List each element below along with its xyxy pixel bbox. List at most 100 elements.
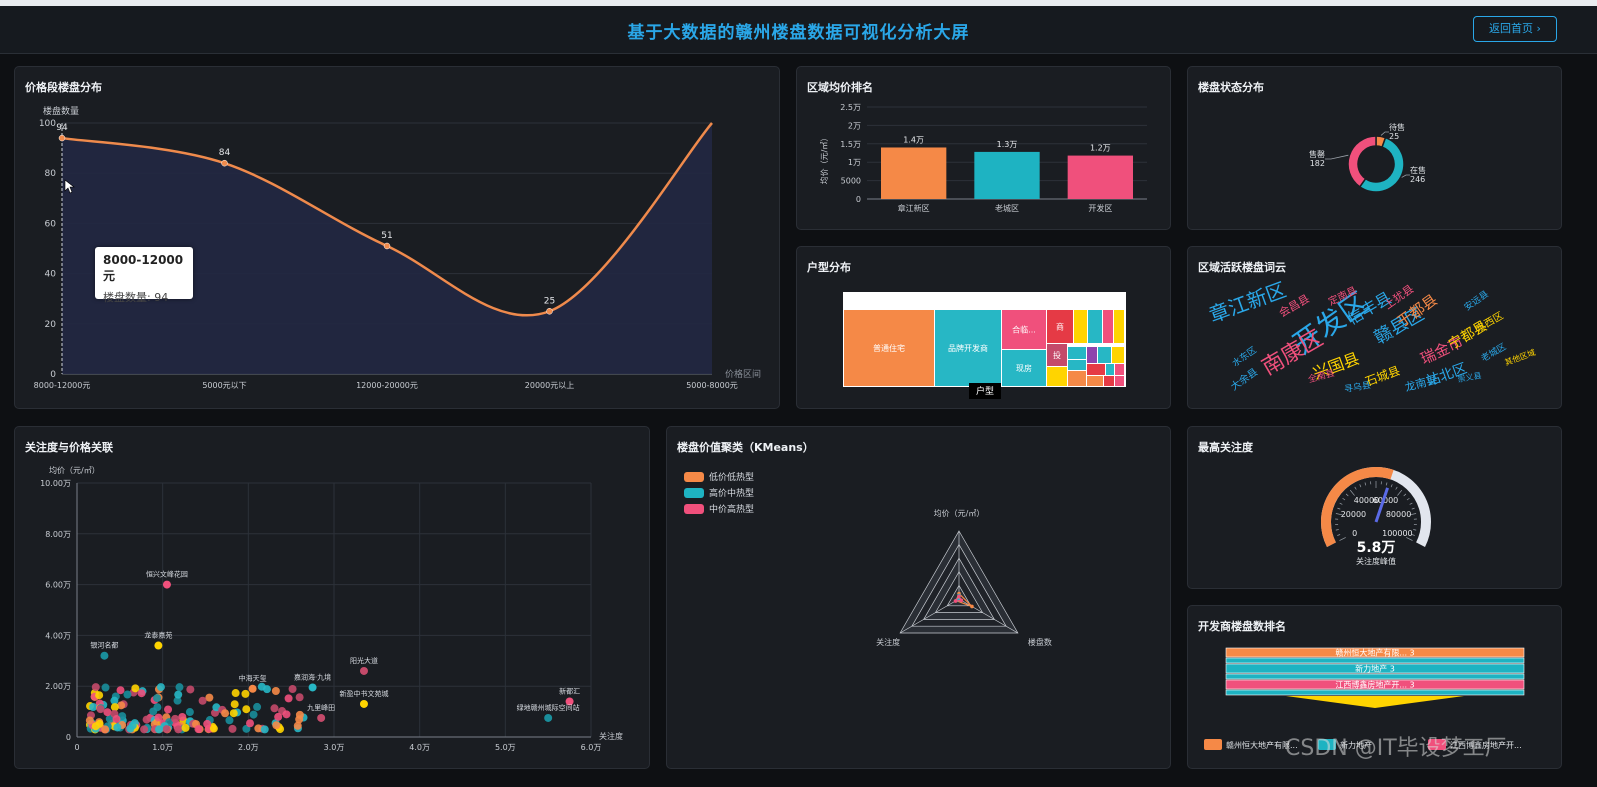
slice-label: 售罄 <box>1309 149 1325 159</box>
scatter-point <box>162 725 171 734</box>
y-tick-label: 80 <box>45 169 57 179</box>
data-point <box>383 242 391 250</box>
scatter-point <box>171 714 180 723</box>
y-tick-label: 0 <box>856 195 861 204</box>
data-label: 51 <box>381 231 392 241</box>
y-tick-label: 20 <box>45 320 57 330</box>
scatter-point <box>209 724 218 733</box>
scatter-point <box>153 694 162 703</box>
treemap-cell <box>1068 371 1086 386</box>
legend-item[interactable]: 低价低热型 <box>684 470 754 483</box>
funnel-label: 江西博鑫房地产开... 3 <box>1335 680 1414 690</box>
gauge-tick <box>1395 486 1398 490</box>
treemap-cell-label: 现房 <box>1016 363 1032 373</box>
y-tick-label: 60 <box>45 219 57 229</box>
scatter-point <box>186 685 195 694</box>
scatter-point <box>308 683 317 692</box>
gauge-tick-label: 20000 <box>1341 510 1366 519</box>
data-label: 25 <box>544 296 555 306</box>
tooltip-label: 楼盘数量: <box>103 291 151 304</box>
scatter-point <box>185 708 194 717</box>
gauge-tick <box>1354 486 1357 490</box>
x-tick-label: 0 <box>74 743 79 752</box>
gauge-tick <box>1339 502 1343 505</box>
treemap-cell <box>1103 310 1113 343</box>
scatter-point <box>293 721 302 730</box>
scatter-point <box>359 666 368 675</box>
scatter-point <box>116 686 125 695</box>
panel-status: 楼盘状态分布 待售 25 在售 246 售罄 182 <box>1187 66 1562 230</box>
legend-item[interactable]: 高价中热型 <box>684 486 754 499</box>
legend-item[interactable]: 中价高热型 <box>684 502 754 515</box>
gauge-tick <box>1409 502 1413 505</box>
gauge-progress <box>1321 467 1394 547</box>
scatter-point <box>225 716 234 725</box>
x-tick-label: 2.0万 <box>238 743 259 752</box>
gauge-tick <box>1349 489 1355 496</box>
scatter-point <box>85 716 94 725</box>
label-leader <box>1380 131 1389 136</box>
gauge-tick <box>1409 513 1417 516</box>
data-point <box>221 159 228 167</box>
scatter-point <box>155 725 164 734</box>
legend-label: 高价中热型 <box>709 489 755 499</box>
word: 寻乌县 <box>1343 379 1372 396</box>
chart-tooltip: 8000-12000元 楼盘数量: 94 <box>95 247 193 304</box>
scatter-point <box>91 722 100 731</box>
scatter-point <box>123 690 132 699</box>
gauge-tick-label: 60000 <box>1373 496 1398 505</box>
slice-value: 182 <box>1310 159 1325 168</box>
scatter-point <box>89 703 98 712</box>
word: 水东区 <box>1230 344 1259 369</box>
treemap-cell <box>1002 310 1046 349</box>
y-tick-label: 10.00万 <box>40 479 71 488</box>
scatter-point <box>173 696 182 705</box>
y-tick-label: 0 <box>50 370 56 380</box>
bar <box>1067 155 1133 199</box>
gauge-tick <box>1411 507 1415 510</box>
gauge-caption: 关注度峰值 <box>1356 556 1396 566</box>
x-tick-label: 5.0万 <box>495 743 516 752</box>
y-tick-label: 5000 <box>841 177 861 186</box>
legend-swatch <box>684 471 704 482</box>
scatter-point <box>246 719 255 728</box>
legend-swatch <box>1428 739 1446 750</box>
treemap-cell <box>1074 310 1087 343</box>
x-tick-label: 老城区 <box>995 203 1019 213</box>
treemap-cell-label: 品牌开发商 <box>948 343 988 353</box>
back-home-button[interactable]: 返回首页 › <box>1473 16 1557 42</box>
y-tick-label: 2.5万 <box>840 103 861 112</box>
funnel-bar <box>1225 673 1525 680</box>
scatter-point <box>154 713 163 722</box>
bar-value-label: 1.4万 <box>903 135 924 144</box>
scatter-point <box>205 693 214 702</box>
cursor-icon <box>64 179 75 194</box>
bar-value-label: 1.2万 <box>1090 144 1111 153</box>
legend-label: 江西博鑫房地产开... <box>1450 740 1522 750</box>
radar-point <box>970 604 974 609</box>
treemap-cell <box>1087 364 1105 375</box>
series-line <box>61 122 713 317</box>
gauge-tick <box>1364 482 1367 486</box>
scatter-point <box>181 723 190 732</box>
scatter-point <box>257 682 266 691</box>
gauge-value: 5.8万 <box>1357 540 1396 556</box>
gauge-tick-label: 40000 <box>1354 496 1379 505</box>
treemap-cell <box>1088 310 1102 343</box>
point-label: 中海天玺 <box>239 674 267 683</box>
scatter-point <box>96 705 105 714</box>
radar-axis-label: 关注度 <box>876 637 900 647</box>
panel-max-attention: 最高关注度 0 20000 40000 60000 80000 100000 5.8万 关注度… <box>1187 426 1562 589</box>
panel-title: 关注度与价格关联 <box>25 441 113 454</box>
funnel-bar <box>1225 663 1525 674</box>
scatter-point <box>260 725 269 734</box>
treemap-cell <box>1098 347 1111 363</box>
point-label: 银河名都 <box>90 641 118 650</box>
treemap-cell <box>1068 347 1086 359</box>
x-tick-label: 章江新区 <box>898 203 930 213</box>
treemap-cell <box>1047 310 1073 343</box>
word: 章江新区 <box>1206 277 1289 327</box>
bar <box>881 147 947 199</box>
scatter-point <box>282 710 291 719</box>
legend-label: 新力地产 <box>1340 740 1372 750</box>
